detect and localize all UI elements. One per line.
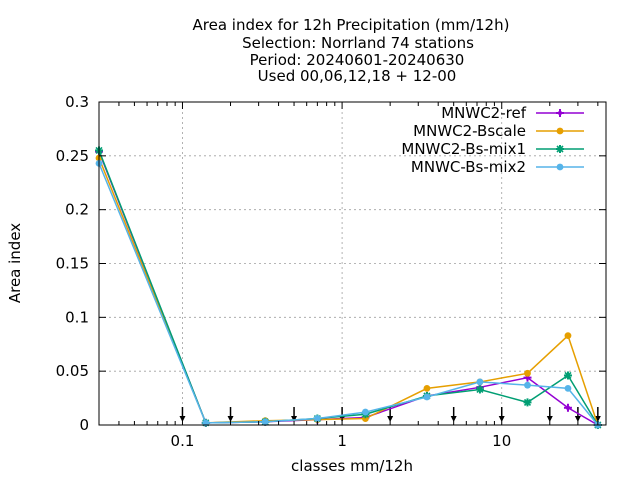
marker-dot	[423, 384, 431, 392]
threshold-arrow-head	[387, 416, 394, 422]
series-layer	[95, 146, 602, 429]
title-line-1: Area index for 12h Precipitation (mm/12h…	[193, 16, 510, 34]
legend-item-3: MNWC2-Bs-mix1	[401, 140, 584, 158]
marker-dot	[313, 415, 321, 422]
series-line	[98, 150, 599, 426]
title-line-2: Selection: Norrland 74 stations	[242, 34, 474, 52]
threshold-arrow-head	[227, 416, 234, 422]
y-axis-label: Area index	[6, 223, 24, 303]
y-tick-label: 0.3	[65, 93, 89, 111]
axis-ticks: 0 0.05 0.1 0.15 0.2 0.25 0.3 0.1 1 10	[56, 93, 606, 450]
data-point	[556, 145, 564, 153]
data-point	[476, 378, 484, 386]
title-line-4: Used 00,06,12,18 + 12-00	[258, 67, 457, 85]
marker-stroke	[556, 145, 564, 153]
data-point	[556, 163, 564, 171]
data-point	[564, 332, 572, 340]
marker-dot	[565, 405, 571, 410]
marker-stroke	[523, 398, 532, 406]
data-point	[563, 371, 572, 380]
series-4	[95, 159, 602, 429]
data-point	[524, 369, 531, 377]
x-tick-label: 10	[492, 432, 511, 450]
threshold-arrows	[179, 407, 601, 422]
marker-dot	[423, 393, 431, 401]
data-point	[524, 381, 531, 389]
marker-dot	[556, 163, 564, 171]
legend: MNWC2-refMNWC2-BscaleMNWC2-Bs-mix1MNWC-B…	[401, 104, 584, 176]
data-point	[563, 403, 572, 412]
y-tick-label: 0	[79, 416, 89, 434]
marker-dot	[524, 369, 531, 377]
legend-label: MNWC2-Bscale	[413, 122, 526, 140]
threshold-arrow-head	[574, 416, 581, 422]
legend-label: MNWC2-ref	[441, 104, 526, 122]
x-tick-label: 0.1	[171, 432, 195, 450]
data-point	[423, 393, 431, 401]
data-point	[475, 385, 484, 394]
marker-dot	[261, 418, 269, 426]
threshold-arrow-head	[546, 416, 553, 422]
y-tick-label: 0.05	[56, 362, 89, 380]
threshold-arrow-head	[450, 416, 457, 422]
marker-dot	[557, 110, 563, 116]
threshold-arrow-head	[291, 416, 298, 422]
x-axis-label: classes mm/12h	[291, 457, 413, 475]
series-line	[98, 163, 599, 426]
y-tick-label: 0.15	[56, 255, 89, 273]
marker-dot	[476, 378, 484, 386]
marker-stroke	[476, 385, 484, 394]
data-point	[556, 109, 564, 117]
legend-item-2: MNWC2-Bscale	[413, 122, 584, 140]
grid	[99, 102, 606, 425]
data-point	[313, 415, 321, 422]
data-point	[362, 408, 369, 416]
marker-dot	[564, 332, 572, 340]
title-line-3: Period: 20240601-20240630	[250, 51, 465, 69]
series-line	[98, 151, 599, 426]
data-point	[523, 398, 532, 407]
data-point	[423, 384, 431, 392]
marker-dot	[556, 127, 564, 135]
legend-item-4: MNWC-Bs-mix2	[411, 158, 584, 176]
data-point	[564, 384, 572, 392]
marker-stroke	[564, 371, 572, 380]
marker-dot	[362, 408, 369, 416]
y-tick-label: 0.1	[65, 308, 89, 326]
x-tick-label: 1	[337, 432, 347, 450]
threshold-arrow-head	[594, 416, 601, 422]
legend-label: MNWC-Bs-mix2	[411, 158, 526, 176]
y-tick-label: 0.25	[56, 147, 89, 165]
data-point	[556, 127, 564, 135]
data-point	[261, 418, 269, 426]
marker-dot	[524, 381, 531, 389]
legend-item-1: MNWC2-ref	[441, 104, 584, 122]
legend-label: MNWC2-Bs-mix1	[401, 140, 526, 158]
marker-dot	[564, 384, 572, 392]
y-tick-label: 0.2	[65, 201, 89, 219]
chart-title: Area index for 12h Precipitation (mm/12h…	[193, 16, 510, 85]
